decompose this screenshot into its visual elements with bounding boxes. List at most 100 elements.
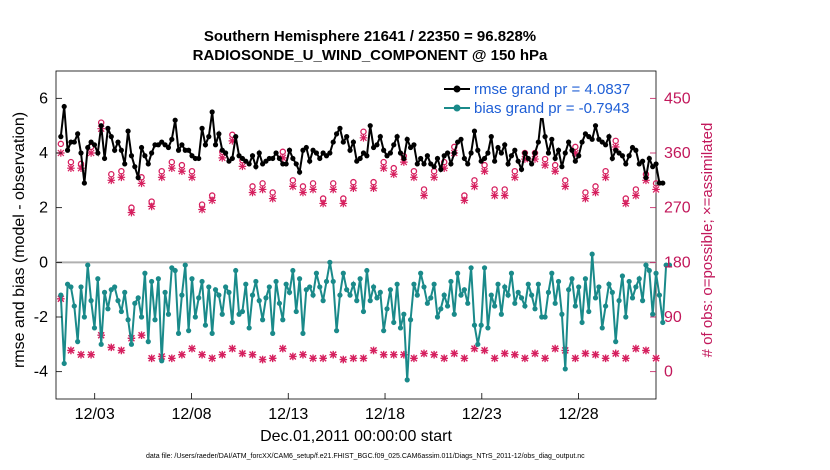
y2-tick-label: 180	[664, 254, 691, 271]
rmse-point	[98, 123, 104, 129]
bias-point	[310, 292, 316, 298]
rmse-point	[149, 150, 155, 156]
rmse-point	[246, 161, 252, 167]
obs-low-marker	[359, 354, 368, 363]
rmse-point	[367, 123, 373, 129]
bias-point	[347, 292, 353, 298]
bias-point	[354, 298, 360, 304]
obs-low-marker	[77, 350, 85, 359]
rmse-point	[179, 142, 185, 148]
bias-point	[323, 278, 330, 285]
bias-point	[189, 276, 195, 282]
y-tick-label: 2	[39, 200, 48, 217]
rmse-point	[498, 150, 504, 156]
bias-point	[613, 339, 619, 345]
obs-low-marker	[379, 350, 388, 359]
obs-low-marker	[67, 346, 75, 355]
obs-assimilated-marker	[591, 188, 600, 197]
bias-point	[626, 278, 632, 285]
bias-point	[586, 308, 592, 315]
bias-point	[337, 292, 343, 298]
bias-point	[488, 292, 494, 298]
bias-point	[414, 292, 420, 298]
x-axis: 12/03 12/08 12/13 12/18 12/23 12/28	[75, 393, 599, 423]
y2-axis-label: # of obs: o=possible; ×=assimilated	[699, 123, 716, 358]
rmse-point	[549, 136, 555, 142]
rmse-point	[623, 161, 629, 167]
rmse-point	[444, 150, 451, 156]
bias-point	[165, 311, 172, 317]
bias-point	[179, 292, 185, 298]
rmse-point	[101, 155, 108, 162]
bias-point	[394, 281, 400, 287]
obs-low-marker	[117, 346, 126, 355]
bias-point	[428, 295, 434, 301]
obs-assimilated-marker	[299, 188, 307, 197]
bias-point	[434, 314, 441, 320]
rmse-point	[579, 139, 585, 145]
obs-assimilated-marker	[440, 164, 448, 172]
obs-low-marker	[309, 354, 317, 363]
bias-point	[592, 295, 599, 301]
rmse-point	[461, 155, 467, 162]
obs-assimilated-marker	[571, 149, 580, 157]
obs-low-marker	[470, 344, 479, 353]
bias-point	[633, 284, 639, 290]
bias-point	[529, 292, 535, 298]
bias-point	[226, 289, 232, 295]
rmse-point	[465, 161, 471, 167]
footnote: data file: /Users/raeder/DAI/ATM_forcXX/…	[146, 453, 585, 460]
bias-point	[152, 317, 158, 323]
obs-low-marker	[289, 352, 297, 361]
bias-point	[175, 330, 182, 336]
bias-point	[125, 317, 131, 323]
bias-point	[606, 281, 612, 287]
obs-low-marker	[268, 354, 277, 363]
bias-point	[182, 262, 188, 268]
rmse-point	[555, 147, 562, 153]
rmse-point	[206, 134, 212, 140]
rmse-point	[122, 161, 128, 167]
obs-low-marker	[339, 355, 348, 364]
rmse-point	[414, 161, 420, 167]
rmse-point	[172, 117, 178, 123]
bias-point	[290, 267, 296, 274]
bias-point	[397, 325, 404, 331]
y2-tick-label: 450	[664, 90, 691, 107]
bias-point	[105, 306, 111, 312]
rmse-point	[296, 169, 303, 175]
rmse-point	[643, 175, 649, 181]
obs-low-marker	[521, 354, 529, 363]
obs-assimilated-marker	[642, 176, 650, 185]
rmse-point	[471, 128, 478, 134]
rmse-point	[609, 155, 615, 162]
bias-point	[243, 281, 249, 287]
obs-low-marker	[652, 354, 660, 363]
obs-low-marker	[601, 354, 610, 363]
obs-low-marker	[480, 346, 489, 355]
rmse-point	[112, 147, 118, 153]
obs-assimilated-marker	[228, 137, 237, 145]
bias-point	[660, 319, 666, 326]
obs-assimilated-marker	[289, 182, 297, 191]
y-axis-label: rmse and bias (model - observation)	[11, 112, 28, 368]
obs-low-marker	[460, 354, 469, 363]
bias-point	[138, 314, 145, 320]
bias-point	[186, 328, 192, 334]
bias-point	[639, 298, 646, 304]
bias-point	[95, 276, 101, 282]
rmse-point	[327, 150, 333, 156]
obs-assimilated-marker	[339, 199, 348, 208]
bias-point	[307, 284, 313, 290]
y-tick-label: 0	[39, 254, 48, 271]
obs-assimilated-marker	[420, 191, 428, 200]
y-tick-label: 6	[39, 90, 48, 107]
bias-point	[199, 278, 205, 285]
chart-title: Southern Hemisphere 21641 / 22350 = 96.8…	[204, 28, 536, 45]
rmse-point	[169, 136, 175, 142]
rmse-point	[78, 150, 84, 156]
bias-point	[202, 322, 209, 328]
bias-point	[515, 289, 521, 295]
rmse-point	[438, 166, 444, 172]
rmse-point	[381, 147, 387, 153]
